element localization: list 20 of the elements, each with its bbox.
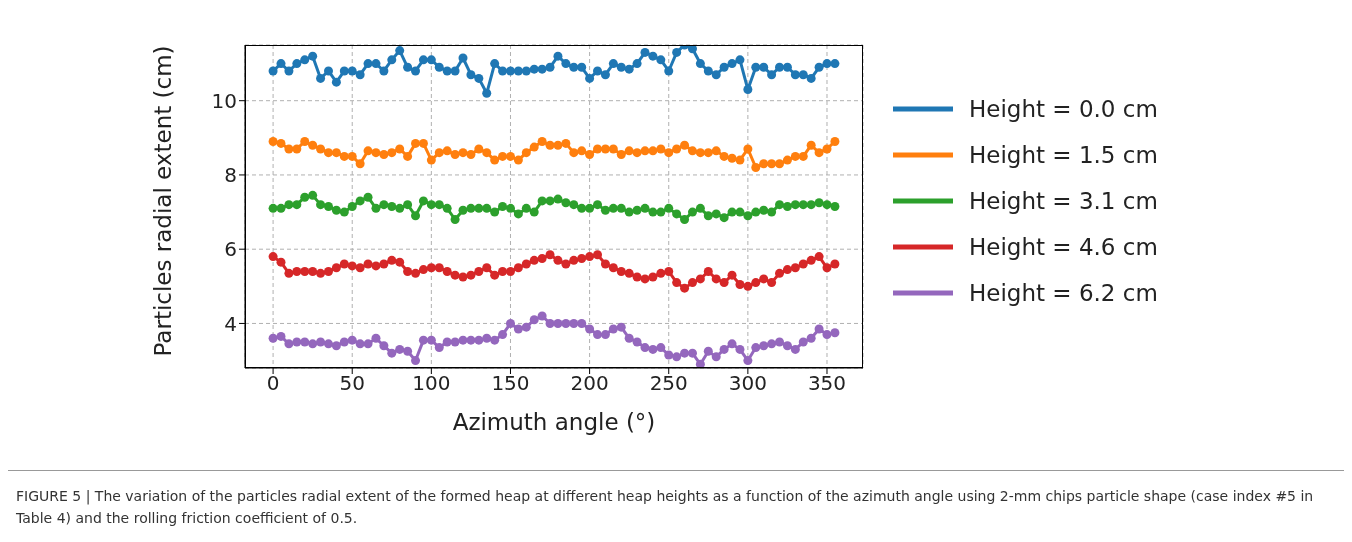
y-tick-label: 10 <box>211 88 237 113</box>
y-axis-title: Particles radial extent (cm) <box>150 45 177 357</box>
x-tick-label: 150 <box>491 371 530 396</box>
x-tick-label: 350 <box>807 371 847 396</box>
y-tick-label: 6 <box>224 237 237 262</box>
x-tick-label: 50 <box>339 371 365 396</box>
x-tick-label: 200 <box>570 371 609 396</box>
y-tick-label: 4 <box>224 311 237 336</box>
legend-label: Height = 4.6 cm <box>969 233 1158 262</box>
caption: FIGURE 5 | The variation of the particles radial extent of the formed heap at different heap heights as a function of the azimuth angle using 2-mm chips particle shape (case index #5 in Table 4) and the rolling friction coefficient of 0.5. <box>8 470 1344 542</box>
x-tick-label: 100 <box>412 371 451 396</box>
legend-label: Height = 3.1 cm <box>969 187 1158 216</box>
x-tick-label: 300 <box>728 371 767 396</box>
legend-label: Height = 1.5 cm <box>969 141 1158 170</box>
x-tick-label: 0 <box>266 371 280 396</box>
x-tick-label: 250 <box>649 371 688 396</box>
legend-label: Height = 0.0 cm <box>969 95 1158 124</box>
legend-label: Height = 6.2 cm <box>969 279 1158 308</box>
y-tick-label: 8 <box>224 163 237 188</box>
x-axis-title: Azimuth angle (°) <box>452 409 656 435</box>
